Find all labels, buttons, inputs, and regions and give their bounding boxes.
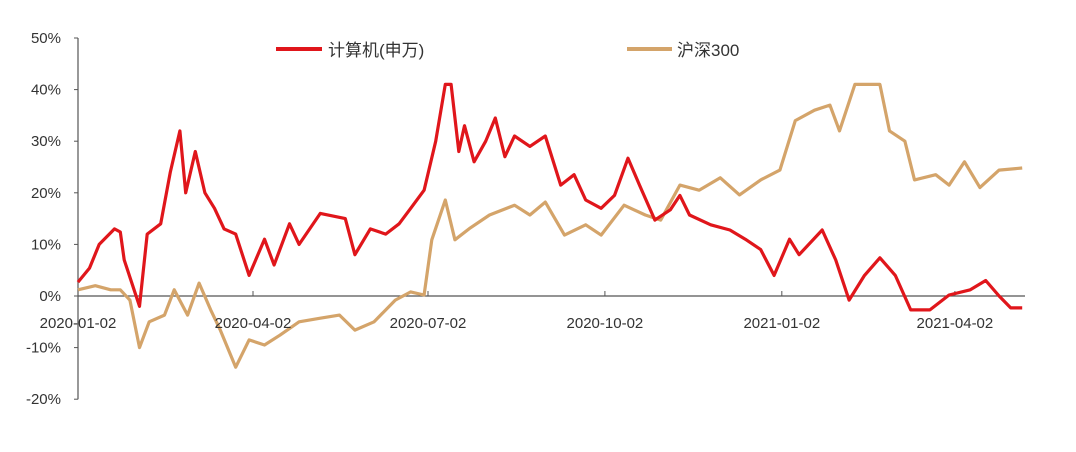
y-tick-label: 40% <box>31 82 61 99</box>
series-line-0 <box>76 82 1023 312</box>
y-tick-label: 20% <box>31 185 61 202</box>
x-tick-label: 2020-04-02 <box>215 315 292 332</box>
axes: 50% 40% 30% 20% 10% 0% -10% -20% <box>26 30 1025 408</box>
y-tick-label: -10% <box>26 340 61 357</box>
series-lines <box>76 82 1023 369</box>
series-line-1 <box>77 82 1023 369</box>
x-tick-label: 2020-10-02 <box>567 315 644 332</box>
y-tick-label: 50% <box>31 30 61 47</box>
x-tick-label: 2020-07-02 <box>390 315 467 332</box>
y-tick-label: 10% <box>31 236 61 253</box>
y-tick-label: 0% <box>39 288 61 305</box>
y-tick-label: -20% <box>26 391 61 408</box>
legend-label-series-1: 沪深300 <box>677 41 739 60</box>
x-tick-label: 2021-04-02 <box>917 315 994 332</box>
x-tick-label: 2021-01-02 <box>743 315 820 332</box>
x-tick-labels: 2020-01-02 2020-04-02 2020-07-02 2020-10-02… <box>40 315 994 332</box>
y-tick-label: 30% <box>31 133 61 150</box>
x-tick-label: 2020-01-02 <box>40 315 117 332</box>
legend-label-series-0: 计算机(申万) <box>328 41 424 60</box>
legend: 计算机(申万) 沪深300 <box>276 41 739 60</box>
